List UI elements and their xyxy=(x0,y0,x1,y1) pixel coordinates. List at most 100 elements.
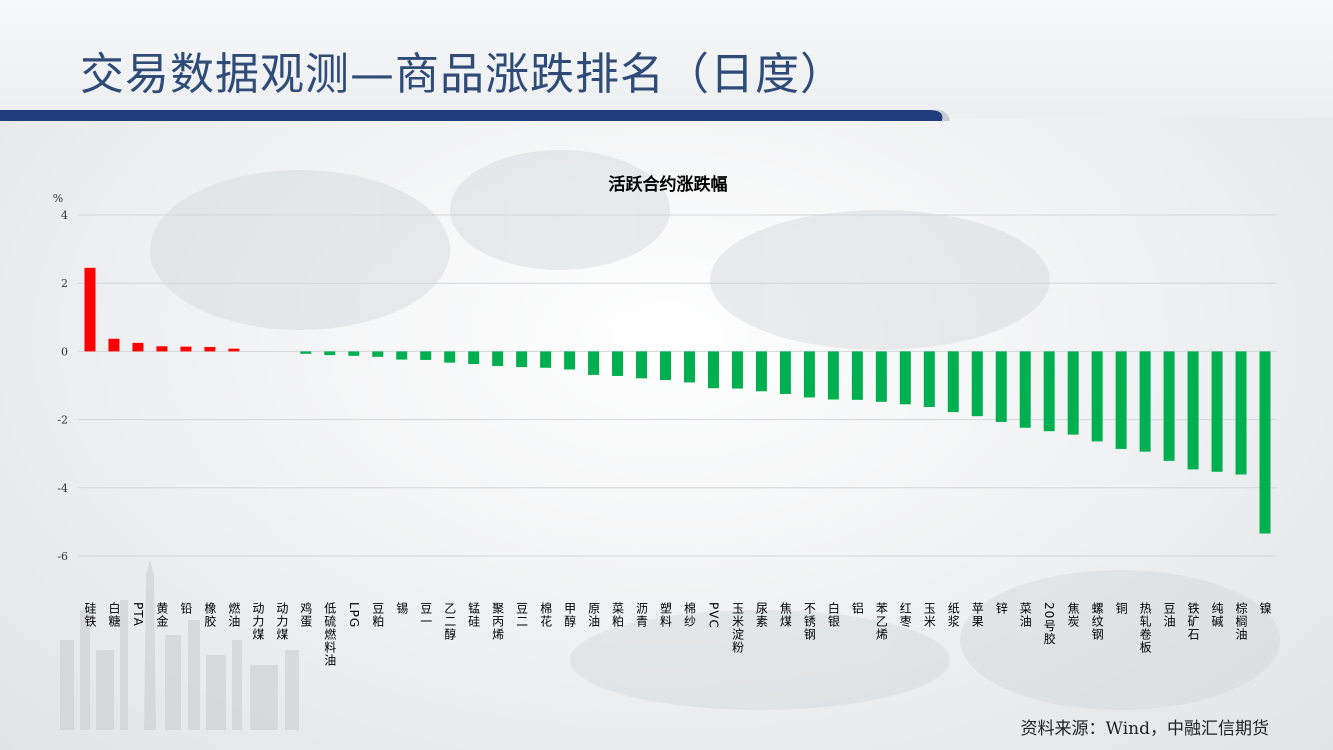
bar xyxy=(827,351,839,400)
x-tick-labels: 硅铁 白糖 PTA 黄金铅橡胶 燃油 动力煤 动力煤 鸡蛋 低硫燃料油 LPG 豆粕锡豆一 乙二醇 锰硅… xyxy=(83,601,1272,667)
x-tick-label: 锡 xyxy=(395,601,409,615)
bar xyxy=(84,267,96,352)
y-axis-label: % xyxy=(53,192,63,205)
bar xyxy=(683,351,695,383)
bar xyxy=(132,342,144,352)
x-tick-label: 动力煤 xyxy=(251,602,265,641)
x-tick-label: 铅 xyxy=(179,602,193,615)
x-tick-label: 聚丙烯 xyxy=(491,602,505,641)
x-tick-label: 硅铁 xyxy=(83,602,97,628)
bar xyxy=(348,351,360,356)
x-tick-label: PVC xyxy=(706,602,720,629)
x-tick-label: 红枣 xyxy=(898,601,912,628)
y-tick-labels: 4 2 0 -2 -4 -6 xyxy=(57,209,68,563)
x-tick-label: 尿素 xyxy=(754,602,768,628)
x-tick-label: 棉纱 xyxy=(682,602,696,628)
bar xyxy=(636,351,648,379)
x-tick-label: LPG xyxy=(347,602,361,628)
bar xyxy=(1067,351,1079,435)
bar xyxy=(1043,351,1055,432)
x-tick-label: 白糖 xyxy=(107,601,121,628)
bar xyxy=(564,351,576,370)
x-tick-label: 不锈钢 xyxy=(802,602,816,641)
bar xyxy=(420,351,432,360)
x-tick-label: 动力煤 xyxy=(275,602,289,641)
bar xyxy=(731,351,743,389)
bars xyxy=(84,267,1271,534)
bar xyxy=(1187,351,1199,470)
x-tick-label: 棉花 xyxy=(539,602,553,628)
y-tick-label: 4 xyxy=(61,209,68,222)
bar xyxy=(468,351,480,365)
x-tick-label: 塑料 xyxy=(659,601,673,628)
x-tick-label: 原油 xyxy=(587,602,601,628)
x-tick-label: 螺纹钢 xyxy=(1090,602,1104,641)
bar xyxy=(660,351,672,381)
bar xyxy=(1115,351,1127,449)
bar xyxy=(971,351,983,417)
x-tick-label: PTA xyxy=(131,602,145,627)
x-tick-label: 甲醇 xyxy=(563,602,577,628)
bar xyxy=(947,351,959,413)
bar xyxy=(1091,351,1103,442)
page-title: 交易数据观测—商品涨跌排名（日度） xyxy=(80,49,845,100)
x-tick-label: 豆一 xyxy=(419,602,433,628)
bar xyxy=(180,346,192,352)
bar xyxy=(1235,351,1247,475)
y-tick-label: -2 xyxy=(57,414,68,427)
x-tick-label: 乙二醇 xyxy=(443,602,457,641)
x-tick-label: 锰硅 xyxy=(467,601,481,628)
x-tick-label: 菜油 xyxy=(1018,602,1032,628)
bar xyxy=(707,351,719,389)
x-tick-label: 黄金 xyxy=(155,602,169,628)
bar xyxy=(300,351,312,354)
x-tick-label: 玉米淀粉 xyxy=(730,602,744,654)
bar xyxy=(923,351,935,407)
x-tick-label: 低硫燃料油 xyxy=(323,602,337,667)
x-tick-label: 焦炭 xyxy=(1066,602,1080,628)
bar xyxy=(803,351,815,398)
bar xyxy=(324,351,336,356)
bar xyxy=(492,351,504,367)
bar xyxy=(612,351,624,376)
x-tick-label: 沥青 xyxy=(635,602,649,628)
bar xyxy=(1163,351,1175,461)
bar xyxy=(1019,351,1031,428)
x-tick-label: 鸡蛋 xyxy=(299,601,313,628)
x-tick-label: 豆粕 xyxy=(371,602,385,628)
bar xyxy=(540,351,552,368)
bar xyxy=(588,351,600,375)
bar xyxy=(851,351,863,400)
y-tick-label: 0 xyxy=(61,345,68,358)
bar xyxy=(516,351,528,368)
x-tick-label: 铁矿石 xyxy=(1186,602,1200,641)
x-tick-label: 白银 xyxy=(826,601,840,628)
x-tick-label: 热轧卷板 xyxy=(1138,602,1152,654)
bar xyxy=(875,351,887,402)
x-tick-label: 苯乙烯 xyxy=(874,602,888,641)
bar xyxy=(1211,351,1223,472)
x-tick-label: 菜粕 xyxy=(611,602,625,628)
x-tick-label: 铜 xyxy=(1114,601,1128,615)
bar xyxy=(444,351,456,363)
x-tick-label: 橡胶 xyxy=(203,602,217,628)
y-tick-label: -4 xyxy=(57,482,68,495)
bar xyxy=(1139,351,1151,452)
header-band xyxy=(0,0,1333,118)
x-tick-label: 焦煤 xyxy=(778,602,792,628)
y-tick-label: -6 xyxy=(57,550,68,563)
x-tick-label: 玉米 xyxy=(922,602,936,628)
x-tick-label: 镍 xyxy=(1258,602,1272,615)
x-tick-label: 豆油 xyxy=(1162,602,1176,628)
bar xyxy=(1259,351,1271,534)
bar xyxy=(204,346,216,352)
bar xyxy=(995,351,1007,422)
bar xyxy=(372,351,384,357)
x-tick-label: 铝 xyxy=(850,601,864,615)
bar xyxy=(108,338,120,352)
bar xyxy=(899,351,911,405)
x-tick-label: 纸浆 xyxy=(946,602,960,628)
source-note: 资料来源：Wind，中融汇信期货 xyxy=(1020,719,1269,739)
